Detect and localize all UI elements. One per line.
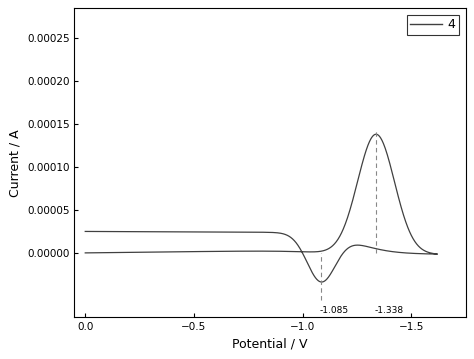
Legend: 4: 4 bbox=[407, 15, 459, 35]
Y-axis label: Current / A: Current / A bbox=[9, 129, 21, 197]
X-axis label: Potential / V: Potential / V bbox=[232, 338, 308, 351]
Text: -1.338: -1.338 bbox=[375, 306, 404, 315]
Text: -1.085: -1.085 bbox=[320, 306, 349, 315]
